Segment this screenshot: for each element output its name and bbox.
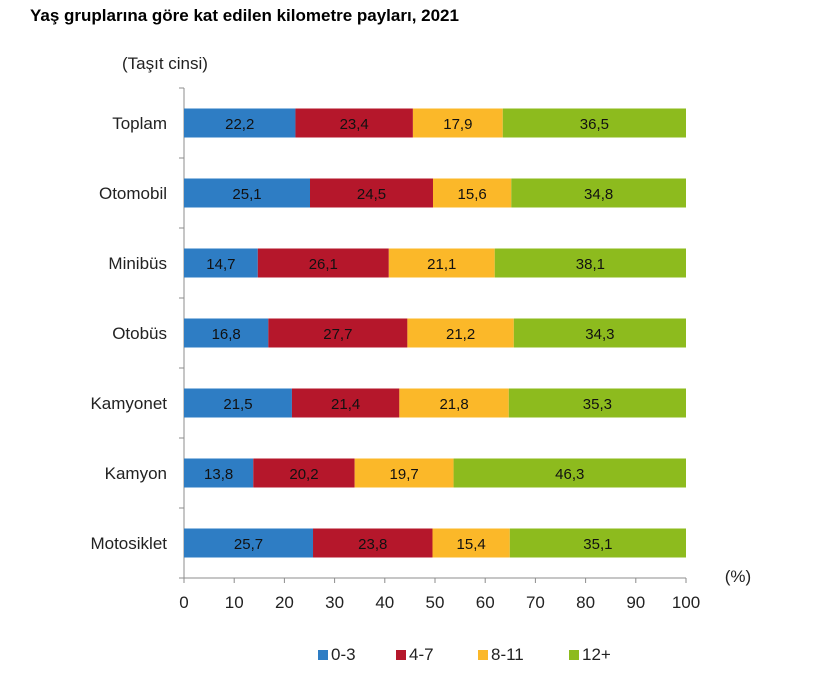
data-label: 20,2 — [289, 466, 318, 483]
data-label: 21,5 — [223, 396, 252, 413]
data-label: 35,3 — [583, 396, 612, 413]
x-tick-label: 100 — [672, 593, 700, 612]
data-label: 21,8 — [439, 396, 468, 413]
x-tick-label: 70 — [526, 593, 545, 612]
data-label: 13,8 — [204, 466, 233, 483]
bar-segment-12+ — [513, 318, 686, 348]
chart-title: Yaş gruplarına göre kat edilen kilometre… — [30, 6, 459, 25]
bar-segment-4-7 — [310, 178, 433, 208]
bar-segment-8-11 — [412, 108, 503, 138]
y-axis-label: (Taşıt cinsi) — [122, 54, 208, 73]
bar-segment-8-11 — [432, 528, 510, 558]
data-label: 23,8 — [358, 536, 387, 553]
legend-label: 12+ — [582, 645, 611, 664]
category-label: Motosiklet — [90, 534, 167, 553]
x-tick-label: 0 — [179, 593, 188, 612]
bar-segment-0-3 — [184, 318, 269, 348]
data-label: 46,3 — [555, 466, 584, 483]
bar-segment-0-3 — [184, 108, 296, 138]
x-tick-label: 40 — [375, 593, 394, 612]
x-tick-label: 90 — [626, 593, 645, 612]
category-label: Toplam — [112, 114, 167, 133]
legend-swatch — [318, 650, 328, 660]
bar-segment-12+ — [508, 388, 686, 418]
data-label: 35,1 — [583, 536, 612, 553]
x-tick-label: 50 — [426, 593, 445, 612]
data-label: 26,1 — [309, 256, 338, 273]
data-label: 23,4 — [340, 116, 369, 133]
bar-segment-12+ — [502, 108, 686, 138]
bar-segment-4-7 — [253, 458, 355, 488]
bar-segment-4-7 — [268, 318, 408, 348]
data-label: 15,4 — [457, 536, 486, 553]
x-tick-label: 30 — [325, 593, 344, 612]
bar-segment-0-3 — [184, 528, 314, 558]
data-label: 25,7 — [234, 536, 263, 553]
data-label: 36,5 — [580, 116, 609, 133]
data-label: 14,7 — [206, 256, 235, 273]
bar-segment-4-7 — [257, 248, 389, 278]
bar-segment-4-7 — [291, 388, 400, 418]
data-label: 21,4 — [331, 396, 360, 413]
data-label: 38,1 — [576, 256, 605, 273]
data-label: 19,7 — [390, 466, 419, 483]
legend-label: 0-3 — [331, 645, 356, 664]
bar-segment-12+ — [509, 528, 686, 558]
category-label: Kamyonet — [90, 394, 167, 413]
bar-segment-8-11 — [407, 318, 514, 348]
data-label: 34,8 — [584, 186, 613, 203]
data-label: 16,8 — [212, 326, 241, 343]
bar-segment-0-3 — [184, 248, 258, 278]
bar-segment-0-3 — [184, 388, 292, 418]
bar-segment-4-7 — [313, 528, 433, 558]
x-axis-label: (%) — [725, 567, 751, 586]
bar-segment-0-3 — [184, 178, 311, 208]
bar-segment-12+ — [494, 248, 686, 278]
bar-segment-4-7 — [295, 108, 413, 138]
category-label: Otobüs — [112, 324, 167, 343]
x-tick-label: 20 — [275, 593, 294, 612]
data-label: 34,3 — [585, 326, 614, 343]
data-label: 24,5 — [357, 186, 386, 203]
bar-segment-8-11 — [354, 458, 454, 488]
bar-segment-12+ — [453, 458, 686, 488]
category-label: Otomobil — [99, 184, 167, 203]
legend-swatch — [478, 650, 488, 660]
bar-segment-8-11 — [388, 248, 495, 278]
legend-label: 4-7 — [409, 645, 434, 664]
x-tick-label: 60 — [476, 593, 495, 612]
x-tick-label: 10 — [225, 593, 244, 612]
bar-segment-12+ — [511, 178, 686, 208]
data-label: 25,1 — [232, 186, 261, 203]
legend-swatch — [396, 650, 406, 660]
legend-label: 8-11 — [491, 645, 524, 664]
bar-segment-0-3 — [184, 458, 254, 488]
category-label: Minibüs — [108, 254, 167, 273]
data-label: 21,2 — [446, 326, 475, 343]
legend-swatch — [569, 650, 579, 660]
x-tick-label: 80 — [576, 593, 595, 612]
data-label: 21,1 — [427, 256, 456, 273]
category-label: Kamyon — [105, 464, 167, 483]
bar-segment-8-11 — [399, 388, 509, 418]
data-label: 15,6 — [458, 186, 487, 203]
data-label: 22,2 — [225, 116, 254, 133]
data-label: 27,7 — [323, 326, 352, 343]
bar-segment-8-11 — [432, 178, 512, 208]
data-label: 17,9 — [443, 116, 472, 133]
